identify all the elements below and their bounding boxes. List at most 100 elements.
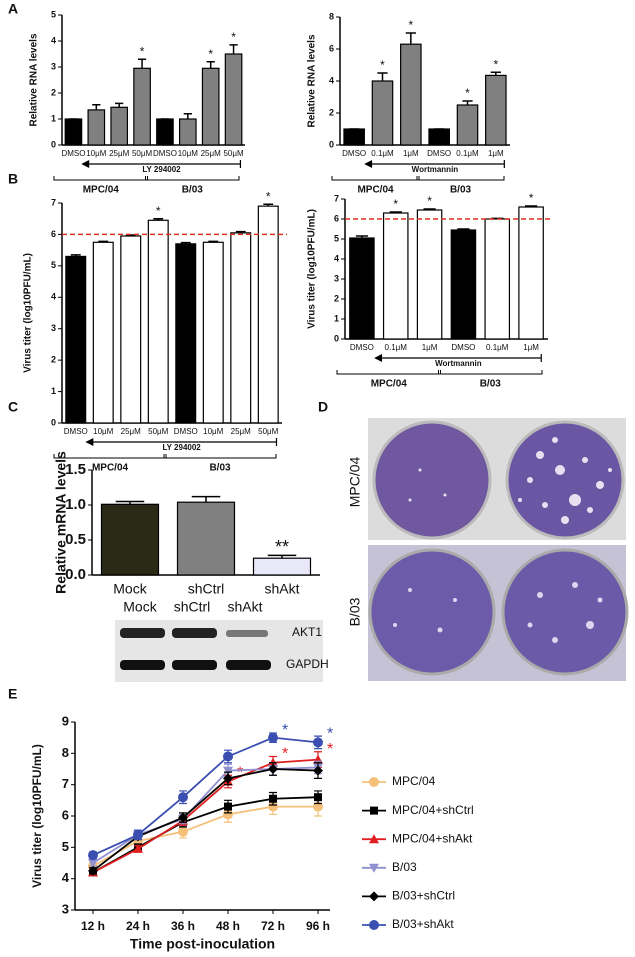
y-tick-label: 0.0 [65,566,86,583]
legend-label: MPC/04+shCtrl [392,803,474,817]
bar [201,67,220,146]
bar [147,219,169,424]
group-bracket [438,370,543,375]
western-blot: Mock shCtrl shAkt AKT1 GAPDH [115,599,329,682]
x-tick-label: 1μM [403,149,419,158]
bar [428,128,450,146]
group-label: MPC/04 [92,463,129,474]
data-point [223,773,233,784]
y-tick-label: 8 [329,11,334,21]
group-bracket [336,370,441,375]
x-tick-label: 50μM [148,427,169,436]
x-tick-label: 25μM [201,149,222,158]
error-bar [405,32,416,45]
significance-mark: * [408,18,413,32]
group-bracket [416,176,505,181]
x-tick-label: 10μM [203,427,224,436]
y-tick-label: 1 [334,313,339,323]
data-point [313,801,323,812]
y-tick-label: 1.0 [65,496,86,513]
y-tick-label: 6 [329,43,334,53]
data-point [268,732,278,743]
y-tick-label: 3 [334,273,339,283]
x-tick-label: 50μM [132,149,153,158]
treatment-label: LY 294002 [162,443,201,452]
y-tick-label: 6 [51,229,56,239]
data-point [223,809,233,820]
data-point [178,826,188,837]
plate-well [372,420,492,540]
bar [92,241,114,424]
x-tick-label: 0.1μM [371,149,394,158]
data-point [269,794,277,803]
panel-letter: C [8,399,18,415]
data-point [268,801,278,812]
blot-lane-label: shAkt [227,599,262,615]
blot-band [172,628,217,638]
x-tick-label: 50μM [258,427,279,436]
group-label: B/03 [450,185,472,196]
y-tick-label: 0 [51,417,56,427]
x-tick-label: 10μM [86,149,107,158]
y-tick-label: 4 [334,253,339,263]
blot-lane-label: Mock [123,599,157,615]
bar [176,501,236,576]
x-tick-label: 0.1μM [456,149,479,158]
series-line [92,768,319,872]
panel-letter: D [318,399,328,415]
y-tick-label: 9 [62,713,69,728]
error-bar [355,235,369,238]
y-tick-label: 2 [334,293,339,303]
significance-mark: * [208,47,213,61]
group-label: MPC/04 [83,185,120,196]
error-bar [183,113,192,119]
bar [485,74,507,146]
error-bar [92,103,101,110]
series-line [92,805,318,867]
y-tick-label: 3 [62,901,69,916]
x-axis-label: Time post-inoculation [130,936,275,952]
y-axis-label: Relative RNA levels [307,34,318,127]
significance-mark: * [393,197,398,211]
y-tick-label: 0 [51,139,56,149]
bar [110,106,129,146]
error-bar [70,254,81,257]
x-tick-label: shCtrl [188,581,225,597]
data-point [313,737,323,748]
y-tick-label: 1 [51,113,56,123]
error-bar [115,102,124,108]
data-point [178,812,188,823]
bar [64,118,83,146]
y-tick-label: 7 [62,776,69,791]
y-tick-label: 5 [62,839,69,854]
error-bar [490,71,501,76]
x-tick-label: 1μM [488,149,504,158]
significance-mark: * [380,58,385,72]
treatment-label: LY 294002 [142,165,181,174]
significance-mark: * [327,725,333,742]
significance-mark: * [156,204,161,218]
y-tick-label: 7 [334,193,339,203]
x-tick-label: 0.1μM [486,343,509,352]
data-point [224,802,232,811]
bar [343,128,365,146]
y-tick-label: 0.5 [65,531,86,548]
plate-well [501,548,629,676]
bar [371,80,394,146]
blot-band-label: AKT1 [292,625,322,639]
x-tick-label: 12 h [81,919,105,933]
row-label: MPC/04 [347,457,363,508]
legend-label: B/03 [392,860,417,874]
x-tick-label: DMSO [350,343,374,352]
bar [156,118,174,146]
data-point [314,793,322,802]
y-tick-label: 0 [334,333,339,343]
plaque-assay: D shCtrl shAkt MPC/04 B/03 [318,399,629,681]
data-point [268,764,278,774]
y-tick-label: 4 [51,35,56,45]
bar [178,118,197,146]
error-bar [206,61,215,69]
data-point [133,829,143,840]
error-bar [462,100,473,105]
